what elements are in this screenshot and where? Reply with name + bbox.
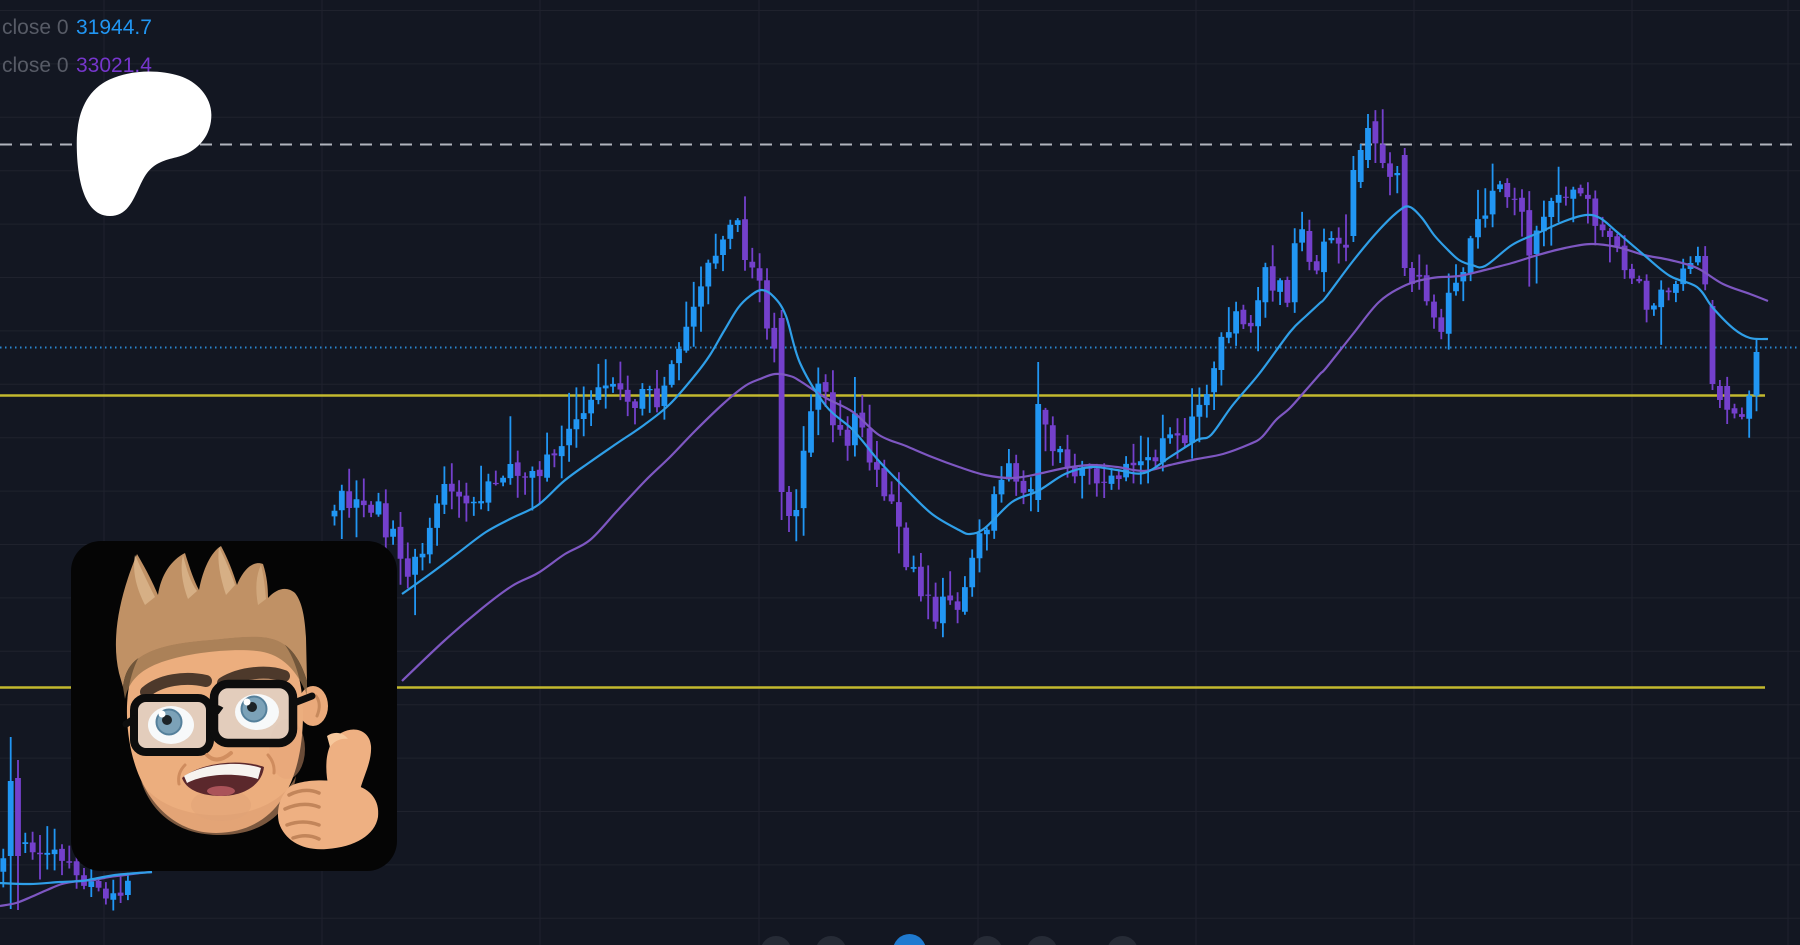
svg-text:31944.7: 31944.7 [76, 16, 152, 39]
svg-text:close 0: close 0 [2, 16, 69, 39]
svg-text:33021.4: 33021.4 [76, 54, 152, 77]
svg-text:close 0: close 0 [2, 54, 69, 77]
